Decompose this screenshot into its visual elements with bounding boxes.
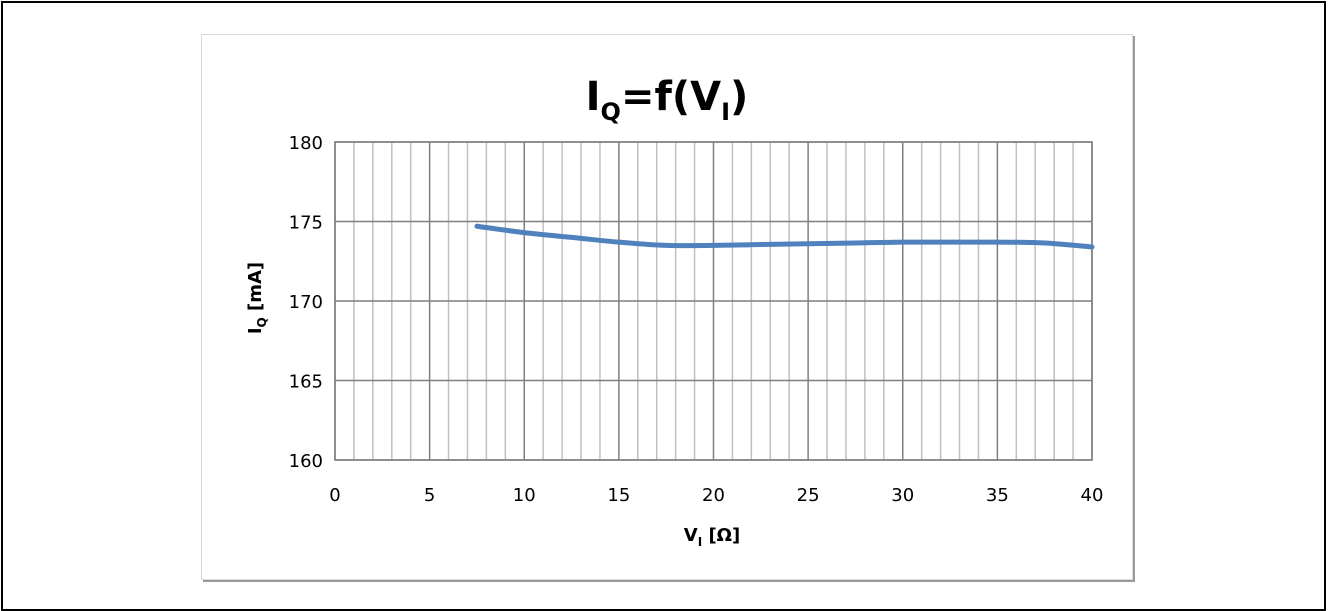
plot-border	[334, 141, 1093, 461]
x-tick-label: 15	[607, 485, 630, 506]
series-line-0	[474, 223, 1095, 250]
chart-title-end: )	[730, 74, 748, 120]
x-tick-label: 20	[702, 485, 725, 506]
series-layer	[474, 223, 1095, 250]
y-axis-title-main: I	[245, 327, 266, 334]
x-tick-label: 25	[797, 485, 820, 506]
x-axis-title-rest: [Ω]	[702, 525, 740, 546]
y-axis-title-rest: [mA]	[245, 262, 266, 317]
x-axis-title-sub: I	[698, 535, 702, 549]
chart-title-sub2: I	[721, 98, 730, 126]
chart-title: IQ=f(VI)	[586, 74, 749, 126]
y-tick-label: 175	[289, 213, 323, 234]
y-tick-label: 160	[289, 451, 323, 472]
chart-area: IQ=f(VI) 0 5 10 15 20 25 30 35 40 160 165 170 175 180…	[201, 34, 1133, 580]
y-axis-title: IQ [mA]	[245, 262, 269, 334]
y-tick-label: 170	[289, 292, 323, 313]
chart-svg: IQ=f(VI) 0 5 10 15 20 25 30 35 40160165170175180…	[245, 74, 1104, 549]
grid-layer	[334, 141, 1093, 461]
y-tick-label: 165	[289, 372, 323, 393]
tick-layer: 0 5 10 15 20 25 30 35 40 160 165 170 175 180	[289, 133, 1104, 506]
x-axis-title: VI [Ω]	[684, 525, 740, 549]
chart-title-sub: Q	[601, 98, 621, 126]
x-tick-label: 0	[329, 485, 340, 506]
y-axis-title-sub: Q	[255, 317, 269, 327]
chart-title-mid: =f(V	[621, 74, 721, 120]
chart-title-main: I	[586, 74, 601, 120]
x-tick-label: 30	[891, 485, 914, 506]
x-tick-label: 35	[986, 485, 1009, 506]
x-tick-label: 40	[1081, 485, 1104, 506]
x-tick-label: 10	[513, 485, 536, 506]
x-tick-label: 5	[424, 485, 435, 506]
x-axis-title-main: V	[684, 525, 698, 546]
y-tick-label: 180	[289, 133, 323, 154]
